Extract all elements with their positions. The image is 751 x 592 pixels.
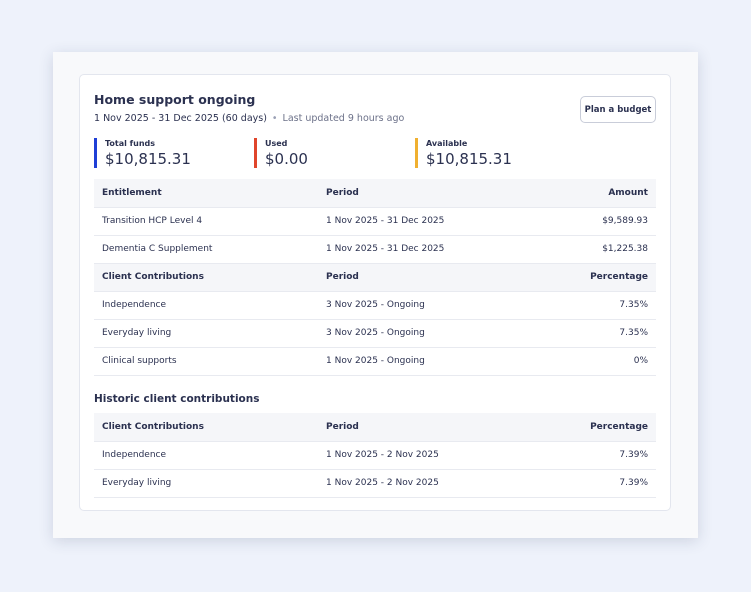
card-subtitle: 1 Nov 2025 - 31 Dec 2025 (60 days) • Last … bbox=[94, 113, 404, 124]
separator-dot: • bbox=[271, 113, 278, 124]
fund-value: $10,815.31 bbox=[426, 150, 512, 168]
fund-value: $0.00 bbox=[265, 150, 308, 168]
table-header-row: Client Contributions Period Percentage bbox=[94, 263, 656, 292]
column-header: Client Contributions bbox=[94, 263, 318, 292]
column-header: Entitlement bbox=[94, 179, 318, 208]
table-row: Clinical supports 1 Nov 2025 - Ongoing 0… bbox=[94, 347, 656, 376]
total-funds-bar bbox=[94, 138, 97, 168]
table-cell: 7.39% bbox=[518, 441, 656, 470]
historic-contributions-table: Client Contributions Period Percentage I… bbox=[94, 413, 656, 498]
budget-card: Home support ongoing 1 Nov 2025 - 31 Dec… bbox=[79, 74, 671, 511]
fund-used: Used $0.00 bbox=[254, 138, 308, 168]
fund-value: $10,815.31 bbox=[105, 150, 191, 168]
fund-label: Available bbox=[426, 139, 468, 148]
date-range: 1 Nov 2025 - 31 Dec 2025 (60 days) bbox=[94, 113, 267, 124]
table-row: Independence 1 Nov 2025 - 2 Nov 2025 7.3… bbox=[94, 441, 656, 470]
table-cell: 1 Nov 2025 - 2 Nov 2025 bbox=[318, 441, 518, 470]
column-header: Client Contributions bbox=[94, 413, 318, 442]
table-cell: Dementia C Supplement bbox=[94, 235, 318, 264]
table-cell: 1 Nov 2025 - 2 Nov 2025 bbox=[318, 469, 518, 498]
historic-section-title: Historic client contributions bbox=[94, 393, 260, 405]
table-cell: 7.35% bbox=[518, 291, 656, 320]
column-header: Amount bbox=[518, 179, 656, 208]
column-header: Period bbox=[318, 179, 518, 208]
plan-budget-button[interactable]: Plan a budget bbox=[580, 96, 656, 123]
fund-available: Available $10,815.31 bbox=[415, 138, 512, 168]
table-cell: Transition HCP Level 4 bbox=[94, 207, 318, 236]
last-updated: Last updated 9 hours ago bbox=[282, 113, 405, 124]
table-cell: Independence bbox=[94, 291, 318, 320]
column-header: Percentage bbox=[518, 413, 656, 442]
table-row: Everyday living 1 Nov 2025 - 2 Nov 2025 … bbox=[94, 469, 656, 498]
table-header-row: Entitlement Period Amount bbox=[94, 179, 656, 208]
table-cell: 3 Nov 2025 - Ongoing bbox=[318, 319, 518, 348]
table-cell: 1 Nov 2025 - 31 Dec 2025 bbox=[318, 235, 518, 264]
fund-label: Used bbox=[265, 139, 288, 148]
table-cell: 7.39% bbox=[518, 469, 656, 498]
table-cell: 7.35% bbox=[518, 319, 656, 348]
entitlements-table: Entitlement Period Amount Transition HCP… bbox=[94, 179, 656, 376]
table-cell: Everyday living bbox=[94, 319, 318, 348]
column-header: Period bbox=[318, 413, 518, 442]
table-cell: 0% bbox=[518, 347, 656, 376]
table-cell: Clinical supports bbox=[94, 347, 318, 376]
table-cell: $9,589.93 bbox=[518, 207, 656, 236]
available-funds-bar bbox=[415, 138, 418, 168]
table-row: Independence 3 Nov 2025 - Ongoing 7.35% bbox=[94, 291, 656, 320]
column-header: Percentage bbox=[518, 263, 656, 292]
page-panel: Home support ongoing 1 Nov 2025 - 31 Dec… bbox=[53, 52, 698, 538]
table-cell: 1 Nov 2025 - 31 Dec 2025 bbox=[318, 207, 518, 236]
table-cell: 1 Nov 2025 - Ongoing bbox=[318, 347, 518, 376]
table-cell: $1,225.38 bbox=[518, 235, 656, 264]
table-cell: 3 Nov 2025 - Ongoing bbox=[318, 291, 518, 320]
fund-label: Total funds bbox=[105, 139, 155, 148]
column-header: Period bbox=[318, 263, 518, 292]
table-cell: Everyday living bbox=[94, 469, 318, 498]
card-title: Home support ongoing bbox=[94, 92, 256, 107]
table-header-row: Client Contributions Period Percentage bbox=[94, 413, 656, 442]
used-funds-bar bbox=[254, 138, 257, 168]
table-row: Dementia C Supplement 1 Nov 2025 - 31 De… bbox=[94, 235, 656, 264]
table-row: Everyday living 3 Nov 2025 - Ongoing 7.3… bbox=[94, 319, 656, 348]
fund-total: Total funds $10,815.31 bbox=[94, 138, 191, 168]
table-cell: Independence bbox=[94, 441, 318, 470]
table-row: Transition HCP Level 4 1 Nov 2025 - 31 D… bbox=[94, 207, 656, 236]
